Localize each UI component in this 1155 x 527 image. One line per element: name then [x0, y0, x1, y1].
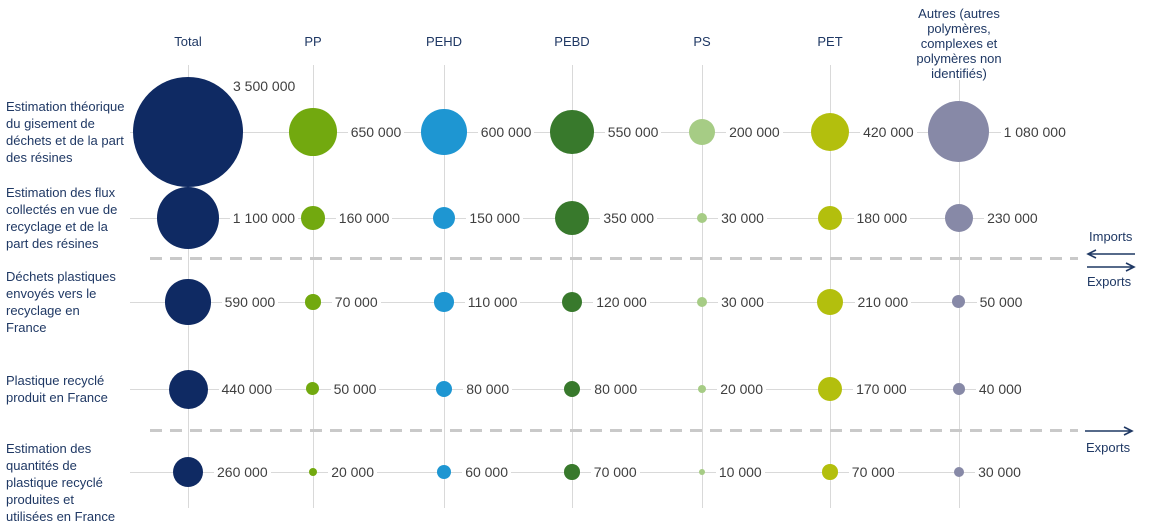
- bubble: [421, 109, 467, 155]
- bubble-value-label: 210 000: [854, 294, 912, 310]
- bubble: [563, 380, 581, 398]
- column-gridline: [572, 65, 573, 508]
- imports-label: Imports: [1089, 229, 1133, 244]
- row-label: Estimation des flux collectés en vue de …: [6, 185, 118, 251]
- exports-label: Exports: [1087, 274, 1132, 289]
- bubble: [817, 376, 843, 402]
- bubble-value-label: 650 000: [347, 124, 405, 140]
- column-gridline: [702, 65, 703, 508]
- bubble: [550, 110, 594, 154]
- bubble: [554, 200, 590, 236]
- bubble: [306, 382, 320, 396]
- bubble-value-label: 420 000: [860, 124, 917, 140]
- bubble: [561, 291, 583, 313]
- column-gridline: [444, 65, 445, 508]
- bubble-value-label: 180 000: [853, 210, 911, 226]
- bubble: [697, 384, 707, 394]
- bubble: [688, 118, 716, 146]
- bubble-value-label: 200 000: [726, 124, 783, 140]
- bubble-value-label: 110 000: [464, 294, 521, 310]
- exports-label: Exports: [1086, 440, 1131, 455]
- exports-arrow-icon: [1084, 423, 1134, 441]
- bubble: [173, 457, 203, 487]
- bubble-value-label: 40 000: [975, 381, 1025, 397]
- bubble: [436, 464, 452, 480]
- bubble-value-label: 50 000: [976, 294, 1026, 310]
- bubble: [564, 464, 580, 480]
- bubble: [817, 205, 843, 231]
- bubble: [301, 206, 325, 230]
- bubble-value-label: 70 000: [331, 294, 381, 310]
- bubble: [157, 187, 219, 249]
- column-header: PET: [817, 34, 843, 49]
- bubble: [696, 296, 708, 308]
- column-header: PEBD: [554, 34, 590, 49]
- imports-arrow-icon: [1086, 246, 1136, 264]
- row-label: Estimation des quantités de plastique re…: [6, 441, 116, 524]
- bubble: [810, 112, 849, 151]
- bubble-value-label: 170 000: [853, 381, 910, 397]
- bubble: [822, 464, 838, 480]
- column-gridline: [959, 80, 960, 508]
- column-header: PS: [693, 34, 711, 49]
- bubble-value-label: 20 000: [717, 381, 767, 397]
- bubble-value-label: 1 100 000: [229, 210, 299, 226]
- row-label: Plastique recyclé produit en France: [6, 373, 108, 405]
- column-header: Autres (autres polymères, complexes et p…: [916, 6, 1002, 81]
- bubble-value-label: 10 000: [715, 464, 765, 480]
- column-header: Total: [174, 34, 202, 49]
- bubble: [699, 469, 705, 475]
- bubble: [434, 292, 454, 312]
- bubble-value-label: 70 000: [590, 464, 640, 480]
- bubble-value-label: 550 000: [604, 124, 662, 140]
- bubble: [435, 380, 453, 398]
- bubble-value-label: 80 000: [463, 381, 513, 397]
- exports-arrow-icon: [1086, 259, 1136, 277]
- bubble-value-label: 590 000: [221, 294, 279, 310]
- bubble-value-label: 30 000: [975, 464, 1024, 480]
- bubble-value-label: 30 000: [718, 210, 767, 226]
- bubble-value-label: 50 000: [330, 381, 380, 397]
- bubble-value-label: 160 000: [335, 210, 393, 226]
- bubble: [928, 101, 990, 163]
- column-gridline: [830, 65, 831, 508]
- bubble-value-label: 120 000: [593, 294, 650, 310]
- separator-dashed-line: [150, 257, 1078, 260]
- bubble: [952, 295, 966, 309]
- bubble: [168, 369, 208, 409]
- bubble-value-label: 260 000: [214, 464, 271, 480]
- bubble-value-label: 80 000: [591, 381, 641, 397]
- bubble: [953, 383, 965, 395]
- bubble: [305, 294, 321, 310]
- bubble-value-label: 350 000: [600, 210, 657, 226]
- row-label: Déchets plastiques envoyés vers le recyc…: [6, 269, 116, 335]
- bubble-value-label: 70 000: [848, 464, 898, 480]
- bubble: [165, 279, 211, 325]
- bubble-value-label: 230 000: [984, 210, 1041, 226]
- bubble-value-label: 3 500 000: [230, 78, 299, 94]
- row-label: Estimation théorique du gisement de déch…: [6, 99, 125, 165]
- bubble: [944, 203, 974, 233]
- bubble: [696, 212, 708, 224]
- bubble: [289, 108, 337, 156]
- bubble-value-label: 600 000: [477, 124, 535, 140]
- bubble: [953, 466, 965, 478]
- column-header: PEHD: [425, 34, 463, 49]
- bubble: [816, 288, 844, 316]
- separator-dashed-line: [150, 429, 1078, 432]
- bubble-value-label: 440 000: [218, 381, 276, 397]
- bubble: [308, 467, 318, 477]
- bubble-value-label: 30 000: [718, 294, 767, 310]
- bubble-value-label: 1 080 000: [1000, 124, 1069, 140]
- bubble-value-label: 150 000: [466, 210, 523, 226]
- bubble: [432, 206, 456, 230]
- column-gridline: [313, 65, 314, 508]
- bubble-value-label: 60 000: [462, 464, 512, 480]
- column-header: PP: [304, 34, 322, 49]
- bubble-value-label: 20 000: [328, 464, 378, 480]
- bubble: [133, 77, 243, 187]
